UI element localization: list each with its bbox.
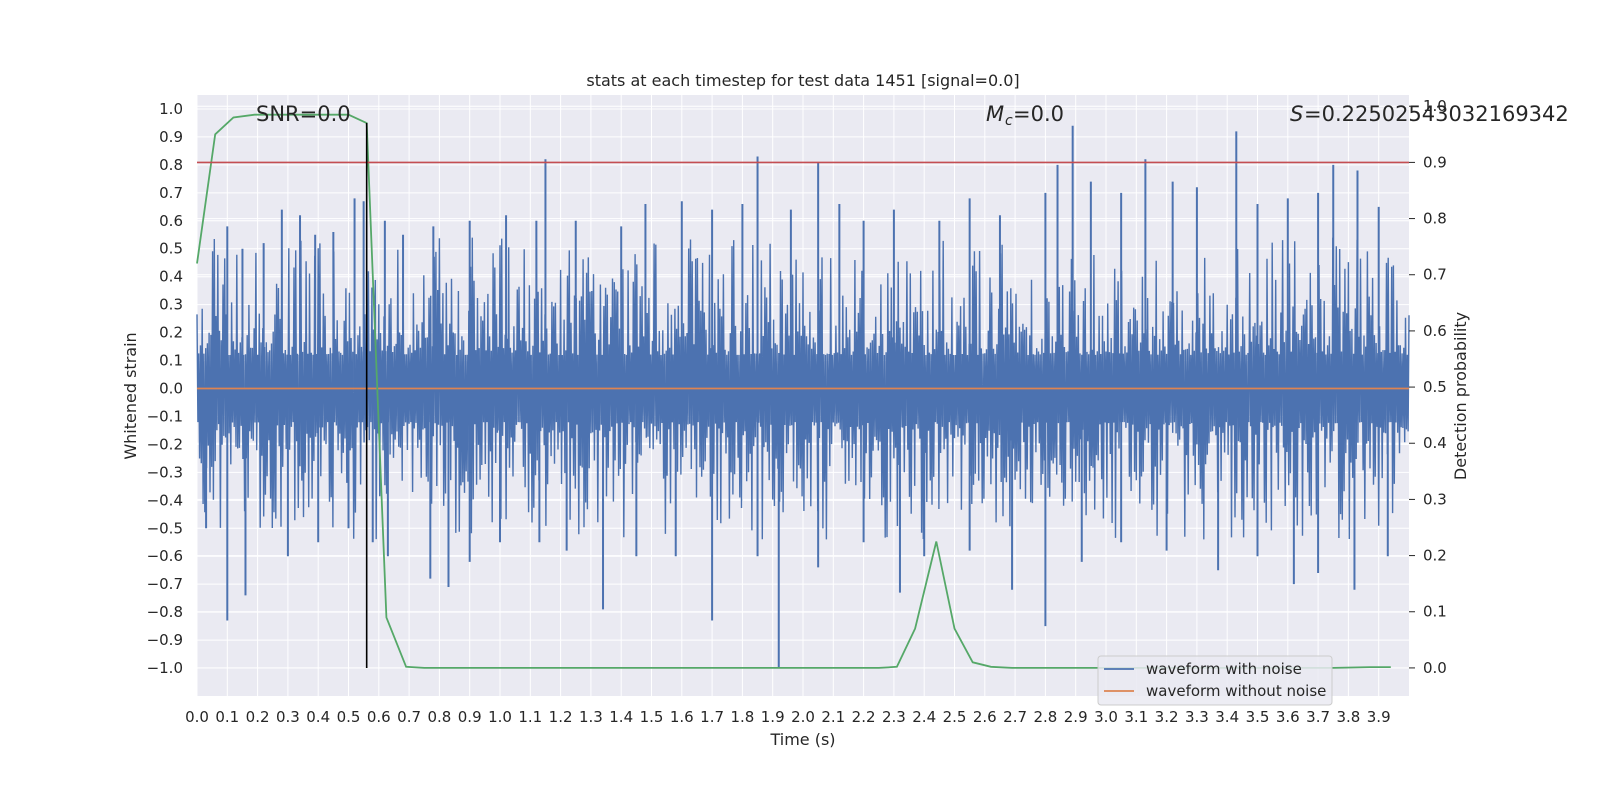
legend: waveform with noise waveform without noi… <box>1097 655 1333 706</box>
y-tick-label: 0.5 <box>159 240 183 258</box>
x-tick-label: 2.3 <box>882 708 906 726</box>
y-tick-label: −1.0 <box>147 659 183 677</box>
y-tick-label: −0.2 <box>147 435 183 453</box>
y2-tick-label: 0.7 <box>1423 266 1447 284</box>
y2-tick-label: 0.5 <box>1423 378 1447 396</box>
y-tick-label: 0.7 <box>159 184 183 202</box>
y-tick-label: −0.7 <box>147 575 183 593</box>
x-tick-label: 0.1 <box>215 708 239 726</box>
y-tick-label: −0.8 <box>147 603 183 621</box>
y-tick-label: −0.1 <box>147 407 183 425</box>
y-tick-label: 0.1 <box>159 352 183 370</box>
axes: 0.0 0.1 0.2 0.3 0.4 0.5 0.6 0.7 0.8 0.9 1.0 1.1 1.2 1… <box>147 97 1447 726</box>
y-tick-label: 0.0 <box>159 380 183 398</box>
y-tick-label: −0.5 <box>147 519 183 537</box>
x-tick-label: 1.5 <box>640 708 664 726</box>
legend-label-clean: waveform without noise <box>1146 682 1326 700</box>
x-tick-label: 0.6 <box>367 708 391 726</box>
y-tick-label: 0.9 <box>159 128 183 146</box>
y-tick-label: −0.6 <box>147 547 183 565</box>
x-tick-label: 1.3 <box>579 708 603 726</box>
y-tick-label: 0.8 <box>159 156 183 174</box>
s-symbol: S <box>1290 102 1303 126</box>
y2-tick-label: 0.6 <box>1423 322 1447 340</box>
x-tick-label: 3.4 <box>1215 708 1239 726</box>
y2-tick-label: 0.3 <box>1423 490 1447 508</box>
chart-title: stats at each timestep for test data 145… <box>586 71 1019 90</box>
y2-tick-label: 0.8 <box>1423 210 1447 228</box>
y2-axis-label: Detection probability <box>1451 312 1470 480</box>
y-tick-label: 1.0 <box>159 100 183 118</box>
mc-symbol: M <box>986 102 1004 126</box>
x-tick-label: 1.6 <box>670 708 694 726</box>
x-tick-label: 0.2 <box>246 708 270 726</box>
x-tick-label: 3.8 <box>1336 708 1360 726</box>
x-tick-label: 3.3 <box>1185 708 1209 726</box>
x-axis-label: Time (s) <box>769 730 835 749</box>
snr-annotation: SNR=0.0 <box>256 102 351 126</box>
x-tick-label: 1.4 <box>609 708 633 726</box>
mc-annotation: M c =0.0 <box>986 102 1064 129</box>
y-tick-label: −0.9 <box>147 631 183 649</box>
x-tick-label: 2.1 <box>821 708 845 726</box>
x-tick-label: 0.0 <box>185 708 209 726</box>
legend-label-noise: waveform with noise <box>1146 660 1302 678</box>
x-tick-label: 0.4 <box>306 708 330 726</box>
x-tick-label: 2.5 <box>943 708 967 726</box>
series-noise-line <box>196 237 1410 540</box>
x-tick-label: 0.9 <box>458 708 482 726</box>
y-tick-label: 0.2 <box>159 324 183 342</box>
x-tick-label: 0.8 <box>427 708 451 726</box>
y-tick-label: −0.4 <box>147 491 183 509</box>
s-annotation: S =0.2250254303216934​2 <box>1290 102 1569 126</box>
chart-marks <box>196 113 1410 669</box>
x-tick-label: 3.7 <box>1306 708 1330 726</box>
x-tick-label: 2.0 <box>791 708 815 726</box>
x-tick-label: 2.9 <box>1064 708 1088 726</box>
x-tick-label: 0.3 <box>276 708 300 726</box>
x-tick-label: 2.7 <box>1003 708 1027 726</box>
x-tick-label: 3.9 <box>1367 708 1391 726</box>
x-tick-label: 3.0 <box>1094 708 1118 726</box>
x-tick-label: 3.2 <box>1155 708 1179 726</box>
legend-box <box>1097 655 1333 706</box>
x-tick-label: 3.6 <box>1276 708 1300 726</box>
x-tick-label: 0.7 <box>397 708 421 726</box>
x-tick-label: 2.2 <box>852 708 876 726</box>
x-tick-label: 3.1 <box>1124 708 1148 726</box>
y-tick-label: 0.4 <box>159 268 183 286</box>
x-tick-label: 1.8 <box>730 708 754 726</box>
mc-value: =0.0 <box>1013 102 1064 126</box>
y-tick-label: 0.3 <box>159 296 183 314</box>
x-tick-label: 1.7 <box>700 708 724 726</box>
y-tick-label: 0.6 <box>159 212 183 230</box>
y-axis-label: Whitened strain <box>121 332 140 459</box>
y2-tick-label: 0.1 <box>1423 603 1447 621</box>
mc-subscript: c <box>1005 113 1013 129</box>
x-tick-label: 1.1 <box>518 708 542 726</box>
x-tick-label: 2.8 <box>1033 708 1057 726</box>
x-tick-label: 3.5 <box>1246 708 1270 726</box>
y2-tick-label: 0.4 <box>1423 434 1447 452</box>
x-tick-label: 1.0 <box>488 708 512 726</box>
x-tick-label: 1.9 <box>761 708 785 726</box>
x-tick-label: 2.4 <box>912 708 936 726</box>
y2-tick-label: 0.9 <box>1423 153 1447 171</box>
y-tick-label: −0.3 <box>147 463 183 481</box>
y2-tick-label: 1.0 <box>1423 97 1447 115</box>
y2-tick-label: 0.0 <box>1423 659 1447 677</box>
x-tick-label: 0.5 <box>337 708 361 726</box>
x-tick-label: 2.6 <box>973 708 997 726</box>
series-detection-probability <box>196 113 1391 669</box>
s-value: =0.2250254303216934​2 <box>1304 102 1569 126</box>
x-tick-label: 1.2 <box>549 708 573 726</box>
y2-tick-label: 0.2 <box>1423 547 1447 565</box>
